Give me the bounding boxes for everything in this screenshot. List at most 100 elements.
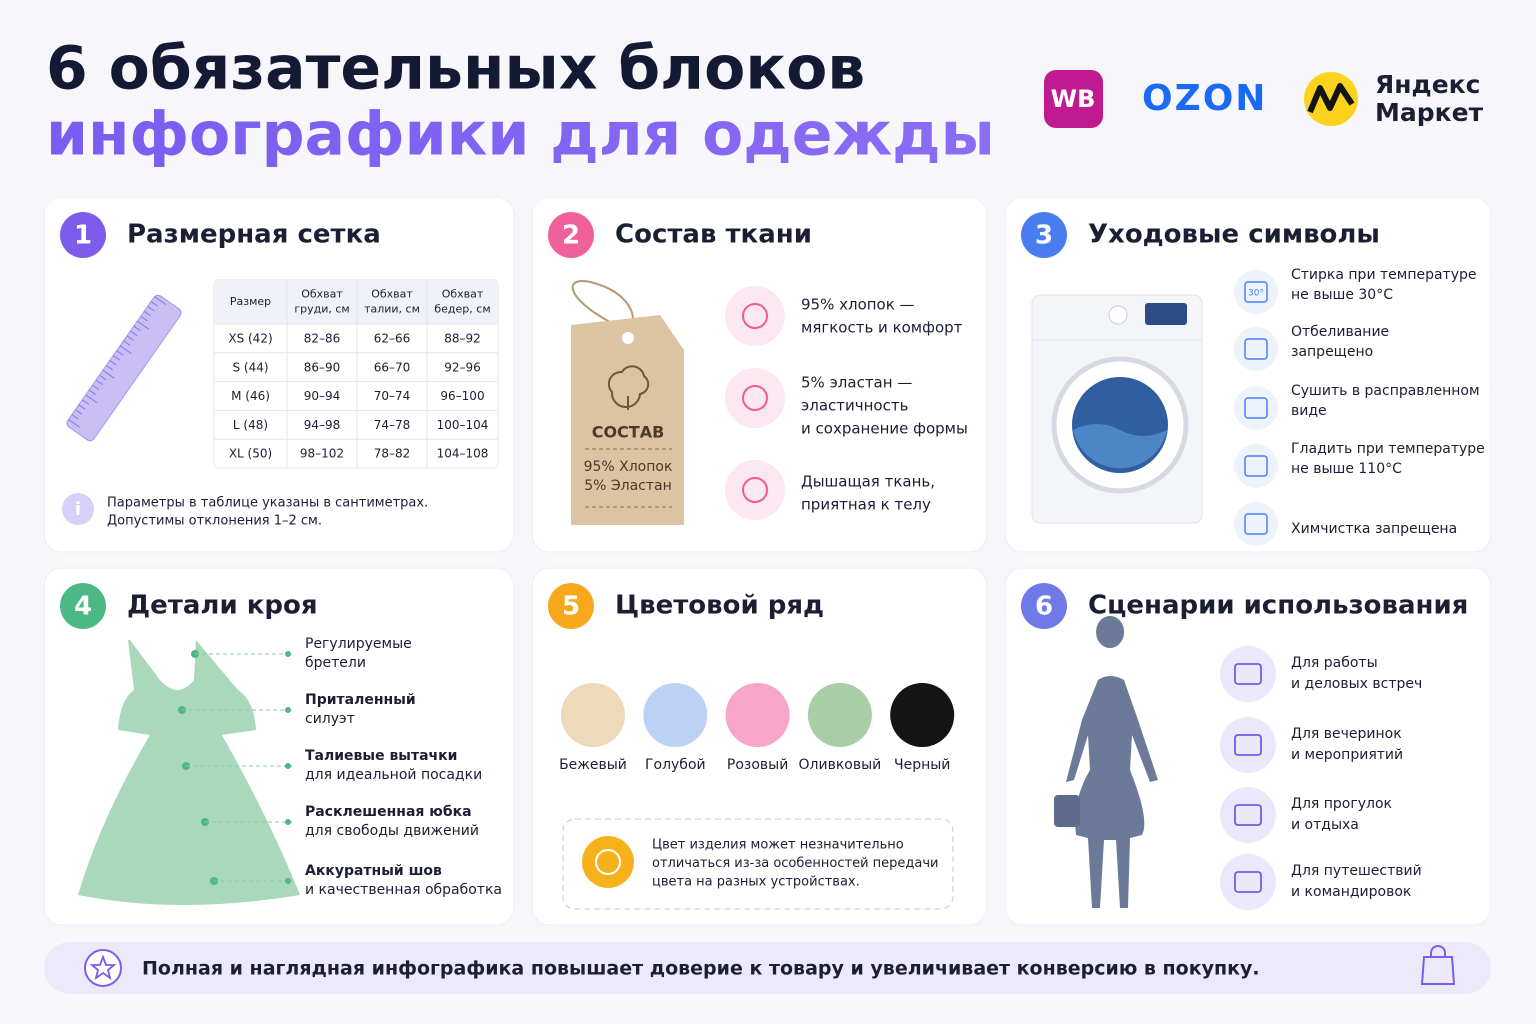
- card-number-badge: [60, 583, 106, 629]
- color-name: Голубой: [645, 757, 706, 773]
- item-line: и деловых встреч: [1291, 676, 1422, 692]
- scenario-icon-glyph: [1234, 871, 1262, 893]
- ruler-tick: [106, 364, 114, 371]
- care-icon: [1234, 444, 1278, 488]
- tag-line: 5% Эластан: [584, 478, 672, 494]
- care-icon: [1234, 386, 1278, 430]
- scenario-icon: [1220, 646, 1276, 702]
- item-line: виде: [1291, 403, 1327, 419]
- item-line: силуэт: [305, 711, 355, 727]
- star-icon: [89, 954, 117, 981]
- title-line: инфографики для одежды: [46, 100, 995, 170]
- palette-icon-glyph: [595, 849, 621, 875]
- care-icon: [1234, 270, 1278, 314]
- item-line: Расклешенная юбка: [305, 804, 472, 820]
- table-header-cell: груди, см: [294, 303, 349, 316]
- item-icon: [725, 368, 785, 428]
- table-cell: M (46): [231, 389, 270, 403]
- item-line: Стирка при температуре: [1291, 267, 1477, 283]
- table-header-cell: Обхват: [442, 288, 484, 301]
- item-line: мягкость и комфорт: [801, 319, 963, 337]
- table-cell: 78–82: [374, 447, 411, 461]
- item-icon-inner: [742, 303, 768, 329]
- table-header-cell: бедер, см: [434, 303, 490, 316]
- yandex-logo-text: Яндекс: [1375, 70, 1480, 99]
- item-line: эластичность: [801, 397, 908, 415]
- table-cell: XL (50): [229, 447, 272, 461]
- item-line: для свободы движений: [305, 823, 479, 839]
- table-header-cell: Обхват: [371, 288, 413, 301]
- title-line: 6 обязательных блоков: [46, 34, 865, 104]
- care-icon-glyph: [1244, 455, 1268, 477]
- card-title: Сценарии использования: [1088, 591, 1468, 621]
- card-number: 6: [1035, 592, 1053, 622]
- care-icon: [1234, 327, 1278, 371]
- ruler-tick: [133, 325, 141, 332]
- item-line: Дышащая ткань,: [801, 473, 935, 491]
- ruler-tick: [92, 384, 100, 391]
- ruler-tick: [130, 330, 138, 336]
- info-icon: [62, 493, 94, 525]
- table-cell: 90–94: [304, 389, 341, 403]
- tag-line: 95% Хлопок: [584, 459, 673, 475]
- item-line: и сохранение формы: [801, 420, 968, 438]
- table-cell: 94–98: [304, 418, 341, 432]
- color-name: Бежевый: [559, 757, 627, 773]
- palette-icon: [582, 836, 634, 888]
- color-swatch: [725, 683, 790, 747]
- dress: [78, 640, 300, 905]
- item-line: Регулируемые: [305, 636, 412, 652]
- table-cell: 100–104: [437, 418, 489, 432]
- item-line: Для вечеринок: [1291, 726, 1402, 742]
- card-number-badge: [548, 212, 594, 258]
- ruler-body: [66, 294, 182, 442]
- table-cell: 74–78: [374, 418, 411, 432]
- item-line: и мероприятий: [1291, 747, 1403, 763]
- table-cell: XS (42): [228, 332, 272, 346]
- card-title: Уходовые символы: [1088, 220, 1380, 250]
- care-icon: [1234, 502, 1278, 546]
- card-number: 3: [1035, 221, 1053, 251]
- callout-dot: [285, 707, 291, 713]
- callout-dot: [285, 651, 291, 657]
- card-number: 2: [562, 221, 580, 251]
- item-line: Параметры в таблице указаны в сантиметра…: [107, 496, 428, 511]
- footer-icon: [84, 949, 122, 987]
- scenario-icon-glyph: [1234, 734, 1262, 756]
- item-line: запрещено: [1291, 344, 1373, 360]
- item-line: и отдыха: [1291, 817, 1359, 833]
- item-line: приятная к телу: [801, 496, 931, 514]
- table-cell: 96–100: [440, 389, 484, 403]
- table-cell: 88–92: [444, 332, 481, 346]
- ruler: [66, 294, 182, 442]
- item-line: бретели: [305, 655, 366, 671]
- table-cell: 62–66: [374, 332, 411, 346]
- color-name: Оливковый: [799, 757, 882, 773]
- ruler-tick: [143, 310, 152, 317]
- ruler-tick: [99, 374, 107, 381]
- ruler-tick: [75, 409, 83, 415]
- item-icon-inner: [742, 385, 768, 411]
- scenario-icon-glyph: [1234, 804, 1262, 826]
- care-icon-glyph: [1244, 397, 1268, 419]
- scenario-icon-glyph: [1234, 663, 1262, 685]
- ruler-tick: [136, 320, 150, 330]
- item-line: Сушить в расправленном: [1291, 383, 1480, 399]
- item-line: 95% хлопок —: [801, 296, 915, 314]
- item-line: Аккуратный шов: [305, 863, 442, 879]
- item-icon: [725, 460, 785, 520]
- ruler-tick: [140, 315, 148, 322]
- table-cell: S (44): [232, 360, 268, 374]
- wb-logo: [1044, 70, 1103, 128]
- callout-dot: [285, 878, 291, 884]
- scenario-icon: [1220, 854, 1276, 910]
- tag-string: [571, 280, 634, 331]
- item-line: отличаться из-за особенностей передачи: [652, 856, 938, 871]
- color-name: Черный: [894, 757, 950, 773]
- item-line: Гладить при температуре: [1291, 441, 1485, 457]
- scenario-icon: [1220, 717, 1276, 773]
- item-line: Талиевые вытачки: [305, 748, 457, 764]
- card-title: Размерная сетка: [127, 220, 381, 250]
- scenario-icon: [1220, 787, 1276, 843]
